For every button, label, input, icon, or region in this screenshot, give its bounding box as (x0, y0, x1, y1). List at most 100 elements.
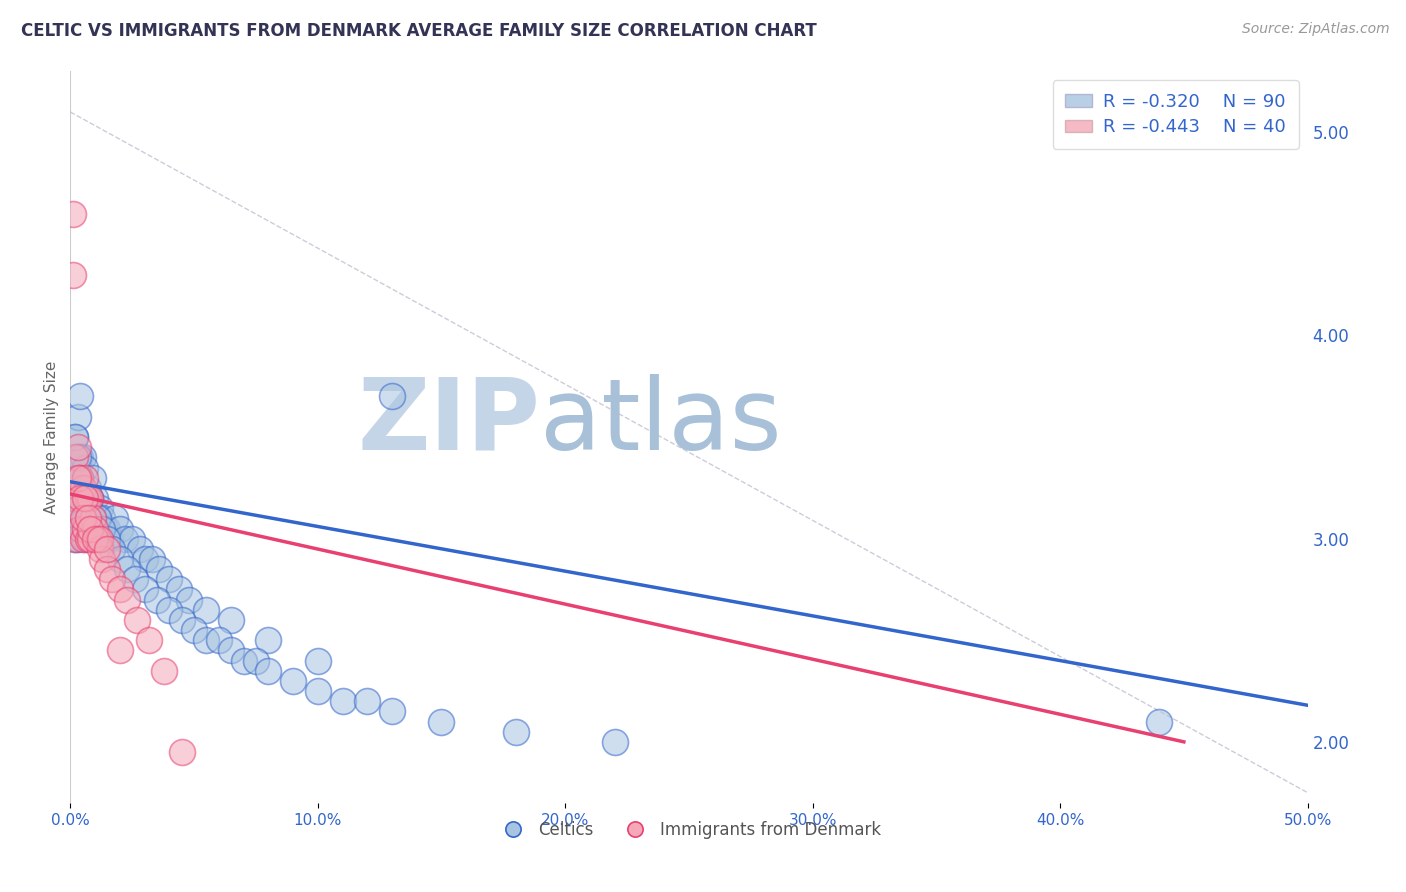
Point (91, 521, 114, 535)
Point (170, 613, 193, 627)
Point (134, 582, 156, 597)
Point (72, 491, 94, 505)
Point (101, 572, 124, 586)
Point (307, 654, 329, 668)
Point (79, 521, 101, 535)
Point (157, 572, 180, 586)
Point (65, 430, 87, 444)
Point (65, 501, 87, 516)
Point (108, 552, 131, 566)
Point (65, 532, 87, 546)
Point (84, 532, 107, 546)
Point (69, 471, 91, 485)
Point (170, 745, 193, 759)
Point (121, 532, 143, 546)
Point (62, 511, 84, 525)
Point (96, 541, 118, 556)
Point (86, 511, 108, 525)
Point (84, 521, 107, 535)
Text: atlas: atlas (540, 374, 782, 471)
Point (82, 511, 104, 525)
Point (84, 521, 107, 535)
Point (134, 552, 156, 566)
Point (89, 532, 111, 546)
Point (281, 673, 304, 688)
Point (66, 409, 89, 424)
Point (82, 511, 104, 525)
Point (76, 501, 98, 516)
Point (94, 521, 117, 535)
Point (183, 623, 205, 637)
Point (127, 613, 149, 627)
Point (89, 532, 111, 546)
Point (72, 481, 94, 495)
Point (96, 532, 118, 546)
Point (76, 532, 98, 546)
Point (114, 532, 136, 546)
Point (69, 491, 91, 505)
Point (195, 603, 218, 617)
Point (75, 491, 97, 505)
Point (76, 491, 98, 505)
Point (82, 511, 104, 525)
Point (219, 613, 242, 627)
Point (430, 714, 453, 729)
Point (66, 501, 89, 516)
Point (65, 532, 87, 546)
Point (115, 562, 138, 576)
Point (138, 633, 160, 648)
Point (101, 541, 124, 556)
Point (65, 491, 87, 505)
Point (356, 694, 378, 708)
Point (381, 389, 404, 403)
Point (72, 521, 94, 535)
Point (62, 471, 84, 485)
Y-axis label: Average Family Size: Average Family Size (44, 360, 59, 514)
Point (75, 511, 97, 525)
Point (86, 532, 108, 546)
Point (108, 643, 131, 657)
Point (307, 684, 329, 698)
Point (79, 521, 101, 535)
Point (66, 501, 89, 516)
Point (381, 705, 404, 719)
Point (69, 521, 91, 535)
Point (332, 694, 354, 708)
Point (62, 491, 84, 505)
Point (115, 592, 138, 607)
Point (79, 532, 101, 546)
Point (62, 481, 84, 495)
Point (66, 450, 89, 465)
Point (76, 481, 98, 495)
Point (75, 460, 97, 475)
Point (84, 491, 107, 505)
Point (72, 511, 94, 525)
Point (89, 501, 111, 516)
Point (108, 521, 131, 535)
Point (146, 592, 169, 607)
Point (62, 268, 84, 282)
Point (157, 603, 180, 617)
Point (75, 532, 97, 546)
Point (195, 633, 218, 648)
Point (66, 471, 89, 485)
Point (86, 511, 108, 525)
Point (79, 491, 101, 505)
Point (177, 592, 200, 607)
Point (104, 511, 127, 525)
Point (66, 460, 89, 475)
Point (245, 654, 267, 668)
Point (153, 664, 176, 678)
Text: Source: ZipAtlas.com: Source: ZipAtlas.com (1241, 22, 1389, 37)
Point (89, 541, 111, 556)
Text: CELTIC VS IMMIGRANTS FROM DENMARK AVERAGE FAMILY SIZE CORRELATION CHART: CELTIC VS IMMIGRANTS FROM DENMARK AVERAG… (21, 22, 817, 40)
Point (65, 430, 87, 444)
Point (232, 654, 254, 668)
Text: ZIP: ZIP (357, 374, 540, 471)
Point (69, 389, 91, 403)
Point (66, 511, 89, 525)
Point (219, 643, 242, 657)
Point (75, 501, 97, 516)
Point (148, 562, 170, 576)
Point (208, 633, 231, 648)
